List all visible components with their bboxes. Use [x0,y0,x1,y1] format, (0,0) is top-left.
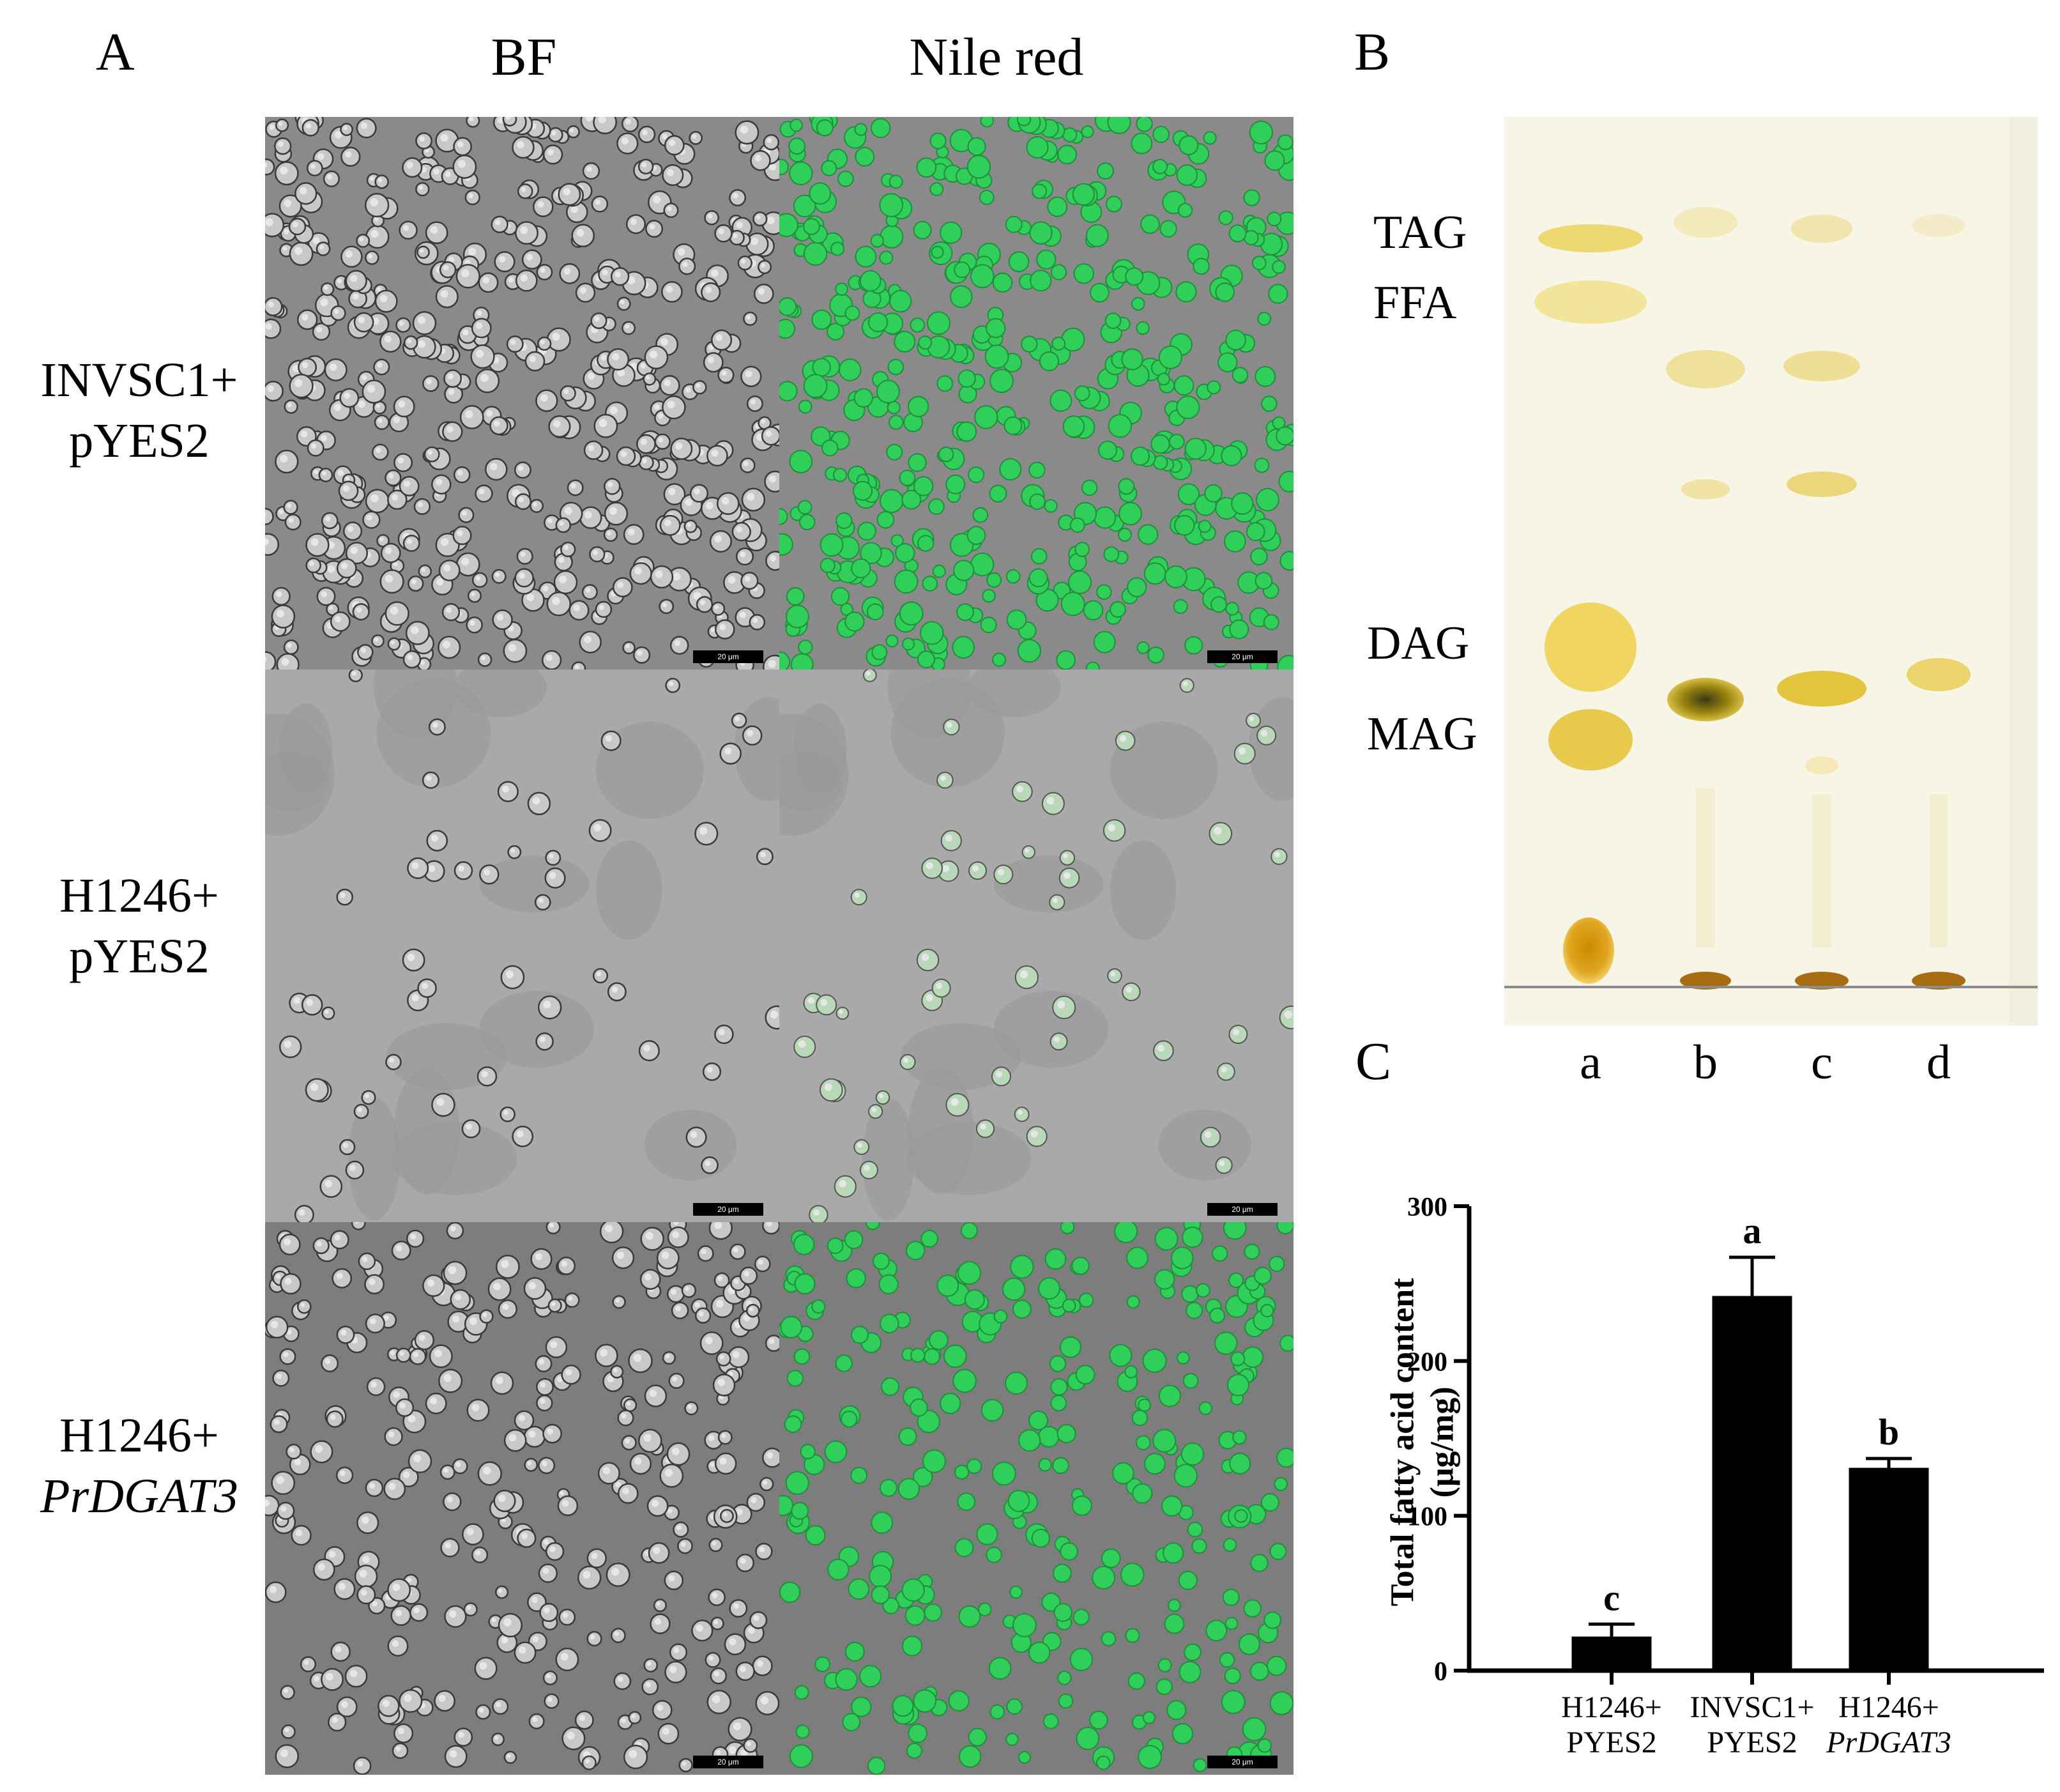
y-tick-label: 300 [1407,1193,1447,1222]
nile-red-micrograph-row-2: 20 μm [779,670,1293,1222]
micrograph-cells [265,670,779,1222]
lane-label-b: b [1693,1036,1718,1089]
significance-letter: b [1879,1411,1899,1453]
panel-letter-c: C [1355,1032,1392,1091]
bar-chart-svg: 0 100 200 300 c a b [1407,1193,2044,1687]
band-label-ffa: FFA [1373,277,1457,329]
bar [1712,1296,1792,1671]
band-label-tag: TAG [1373,206,1467,259]
y-tick-label: 0 [1434,1657,1447,1687]
significance-letter: a [1743,1210,1762,1252]
bf-micrograph-row-3: 20 μm [265,1222,779,1775]
bar [1849,1467,1929,1671]
x-category-label: INVSC1+ PYES2 [1669,1690,1835,1760]
scale-bar: 20 μm [693,1756,763,1768]
lane-label-a: a [1580,1036,1601,1089]
bar-chart: 0 100 200 300 c a b [1405,1163,2050,1789]
scale-bar: 20 μm [1207,1756,1278,1768]
x-category-label: H1246+ PrDGAT3 [1806,1690,1972,1760]
scale-bar: 20 μm [693,650,763,663]
y-tick-label: 100 [1407,1503,1447,1532]
y-tick-label: 200 [1407,1347,1447,1377]
row-label-invsc1: INVSC1+ pYES2 [11,350,267,471]
row-label-line2: pYES2 [69,930,210,983]
micrograph-cells [779,1222,1293,1775]
row-label-line2: pYES2 [69,414,210,468]
row-label-line1: INVSC1+ [40,353,238,407]
panel-letter-b: B [1354,22,1391,82]
x-category-line1: INVSC1+ [1690,1690,1815,1724]
row-label-h1246-prdgat3: H1246+ PrDGAT3 [11,1405,267,1527]
row-label-line2: PrDGAT3 [40,1469,238,1523]
row-label-line1: H1246+ [59,1409,219,1462]
row-label-h1246-pyes2: H1246+ pYES2 [11,866,267,987]
tlc-plate-image [1504,117,2038,1025]
micrograph-cells [779,117,1293,670]
significance-letter: c [1603,1577,1620,1618]
x-category-line2: PYES2 [1566,1726,1657,1760]
x-category-label: H1246+ PYES2 [1529,1690,1695,1760]
band-label-mag: MAG [1367,708,1477,760]
column-header-nile-red: Nile red [909,27,1084,87]
micrograph-cells [265,117,779,670]
nile-red-micrograph-row-1: 20 μm [779,117,1293,670]
tlc-plate [1504,117,2038,1025]
band-label-dag: DAG [1367,617,1470,670]
nile-red-micrograph-row-3: 20 μm [779,1222,1293,1775]
x-category-line2: PrDGAT3 [1826,1726,1951,1760]
column-header-bf: BF [491,27,557,87]
x-category-line2: PYES2 [1707,1726,1797,1760]
panel-letter-a: A [96,22,135,82]
bf-micrograph-row-2: 20 μm [265,670,779,1222]
x-category-line1: H1246+ [1838,1690,1939,1724]
bar [1571,1636,1652,1671]
scale-bar: 20 μm [1207,650,1278,663]
micrograph-cells [779,670,1293,1222]
scale-bar: 20 μm [1207,1203,1278,1216]
row-label-line1: H1246+ [59,869,219,923]
scale-bar: 20 μm [693,1203,763,1216]
lane-label-d: d [1926,1036,1951,1089]
x-category-line1: H1246+ [1561,1690,1662,1724]
micrograph-cells [265,1222,779,1775]
bf-micrograph-row-1: 20 μm [265,117,779,670]
lane-label-c: c [1811,1036,1833,1089]
